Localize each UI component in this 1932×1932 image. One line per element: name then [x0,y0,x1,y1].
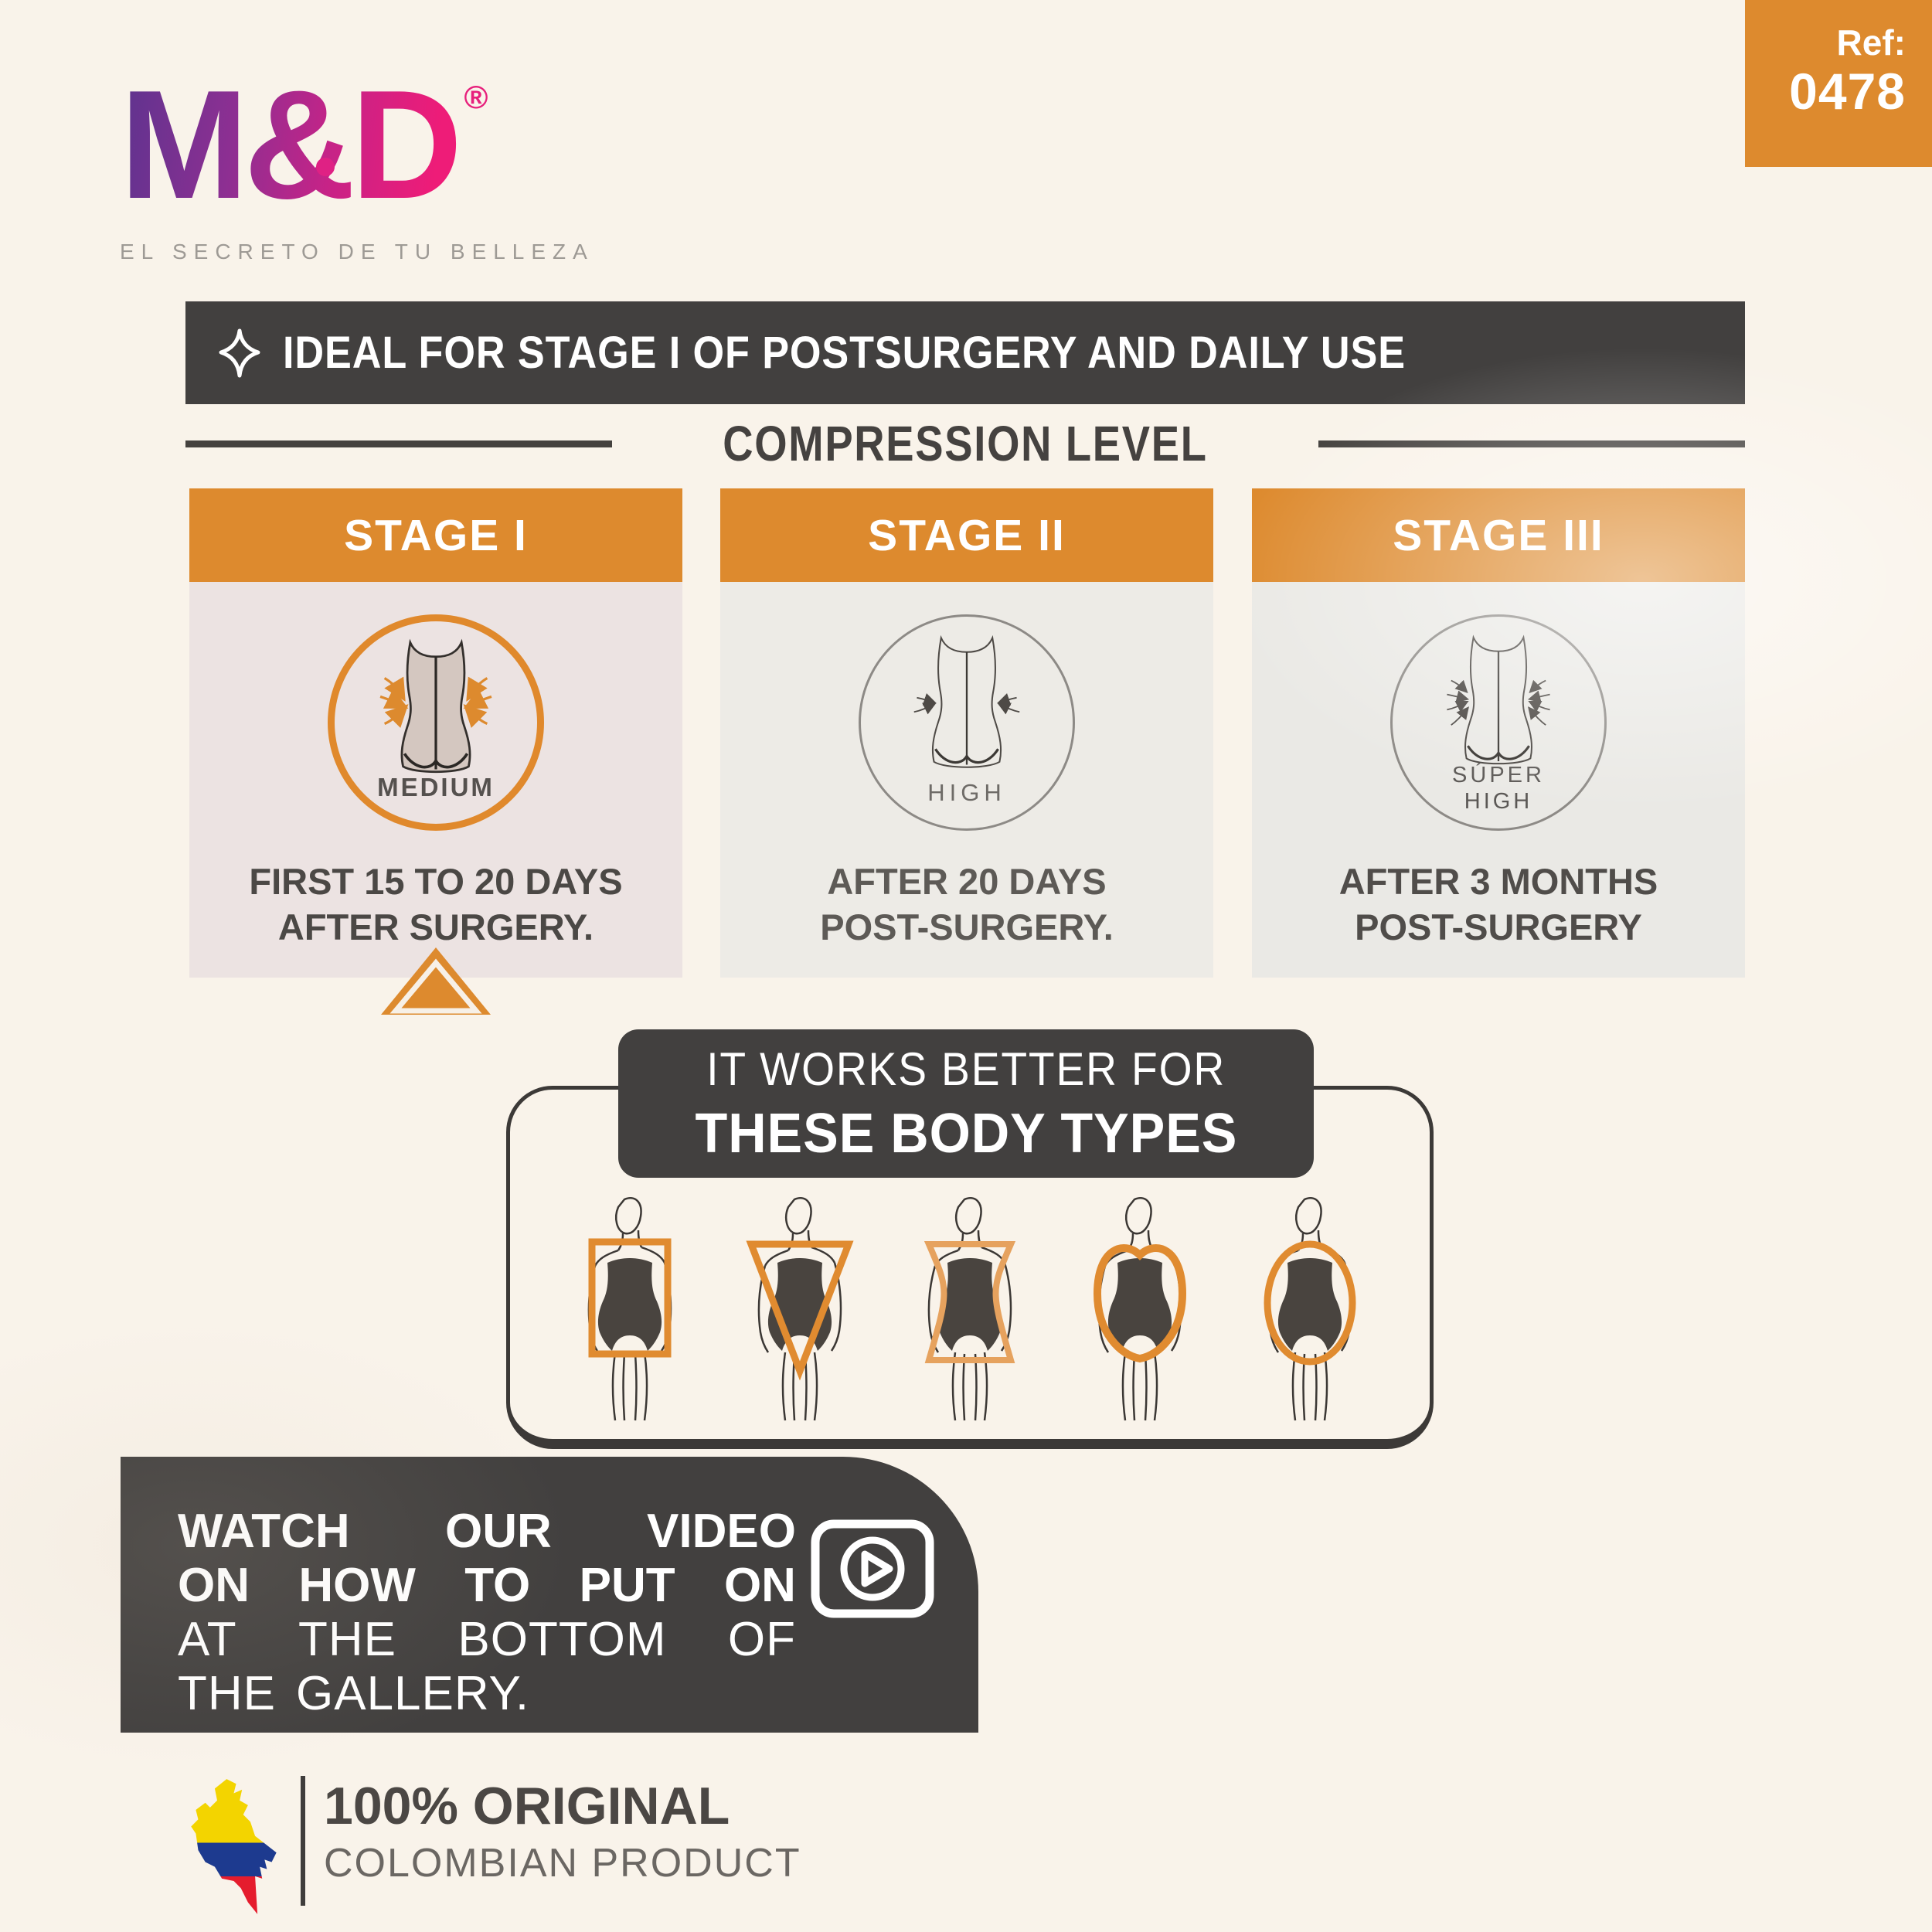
reference-badge: Ref: 0478 [1745,0,1932,167]
body-type-oval-figure [1264,1197,1356,1421]
video-text-line3: AT THE BOTTOM OF [178,1613,796,1666]
body-types-row [510,1195,1430,1427]
stage-3-compression-circle: SÚPER HIGH [1390,614,1607,831]
girdle-medium-compression-icon [379,638,492,774]
video-text-line2: ON HOW TO PUT ON [178,1559,796,1612]
origin-text: 100% ORIGINAL COLOMBIAN PRODUCT [324,1774,801,1886]
stage-1-caption: FIRST 15 TO 20 DAYS AFTER SURGERY. [249,861,623,947]
stage-3-level-label: SÚPER HIGH [1452,763,1545,814]
stage-3-card: STAGE III [1252,488,1745,978]
reference-label: Ref: [1836,22,1906,63]
compression-level-heading-row: COMPRESSION LEVEL [185,416,1745,471]
body-types-heading-line2: THESE BODY TYPES [695,1102,1237,1165]
stage-2-compression-circle: HIGH [859,614,1075,831]
registered-trademark: ® [464,79,488,115]
heading-rule-left [185,440,612,447]
stage-1-card: STAGE I [189,488,682,1015]
colombia-map-icon [191,1779,277,1914]
stage-3-header: STAGE III [1252,488,1745,582]
body-type-rectangle-figure [587,1197,672,1421]
stage-1-level-label: MEDIUM [377,773,495,801]
body-type-inverted-triangle-figure [746,1197,854,1421]
origin-title: 100% ORIGINAL [324,1777,730,1835]
reference-number: 0478 [1789,62,1906,120]
brand-logo: M&D ® EL SECRETO DE TU BELLEZA [120,68,594,264]
stage-3-body: SÚPER HIGH AFTER 3 MONTHS POST-SURGERY [1252,582,1745,978]
body-type-round-figure [1093,1197,1187,1421]
watch-video-callout: WATCH OUR VIDEO ON HOW TO PUT ON AT THE BOTTOM OF… [121,1457,978,1733]
stage-1-body: MEDIUM FIRST 15 TO 20 DAYS AFTER SURGERY… [189,582,682,978]
video-text-line1: WATCH OUR VIDEO [178,1505,796,1558]
girdle-high-compression-icon [913,634,1020,768]
stage-1-header: STAGE I [189,488,682,582]
origin-divider [301,1776,305,1906]
compression-level-title: COMPRESSION LEVEL [723,416,1208,471]
watch-video-text: WATCH OUR VIDEO ON HOW TO PUT ON AT THE BOTTOM OF… [178,1505,796,1721]
girdle-super-high-compression-icon [1447,634,1550,765]
brand-logo-text: M&D [120,59,462,231]
stage-1-compression-circle: MEDIUM [328,614,544,831]
stage-3-caption: AFTER 3 MONTHS POST-SURGERY [1338,861,1658,947]
stage-2-header: STAGE II [720,488,1213,582]
banner-text: IDEAL FOR STAGE I OF POSTSURGERY AND DAI… [283,328,1406,378]
logo-dot [316,158,335,176]
play-video-icon [811,1519,934,1618]
body-type-hourglass-figure [923,1197,1016,1421]
origin-section: 100% ORIGINAL COLOMBIAN PRODUCT [182,1774,801,1917]
sparkle-diamond-icon [219,328,260,377]
stage-2-level-label: HIGH [927,779,1006,806]
selected-stage-triangle-marker [381,947,491,1015]
body-types-heading-badge: IT WORKS BETTER FOR THESE BODY TYPES [618,1029,1314,1178]
heading-rule-right [1318,440,1745,447]
stage-2-caption: AFTER 20 DAYS POST-SURGERY. [820,861,1114,947]
body-types-heading-line1: IT WORKS BETTER FOR [706,1043,1226,1095]
stage-2-card: STAGE II HIGH [720,488,1213,978]
ideal-use-banner: IDEAL FOR STAGE I OF POSTSURGERY AND DAI… [185,301,1745,404]
video-text-line4: THE GALLERY. [178,1667,530,1720]
stage-2-body: HIGH AFTER 20 DAYS POST-SURGERY. [720,582,1213,978]
brand-tagline: EL SECRETO DE TU BELLEZA [120,240,594,264]
origin-subtitle: COLOMBIAN PRODUCT [324,1841,801,1886]
